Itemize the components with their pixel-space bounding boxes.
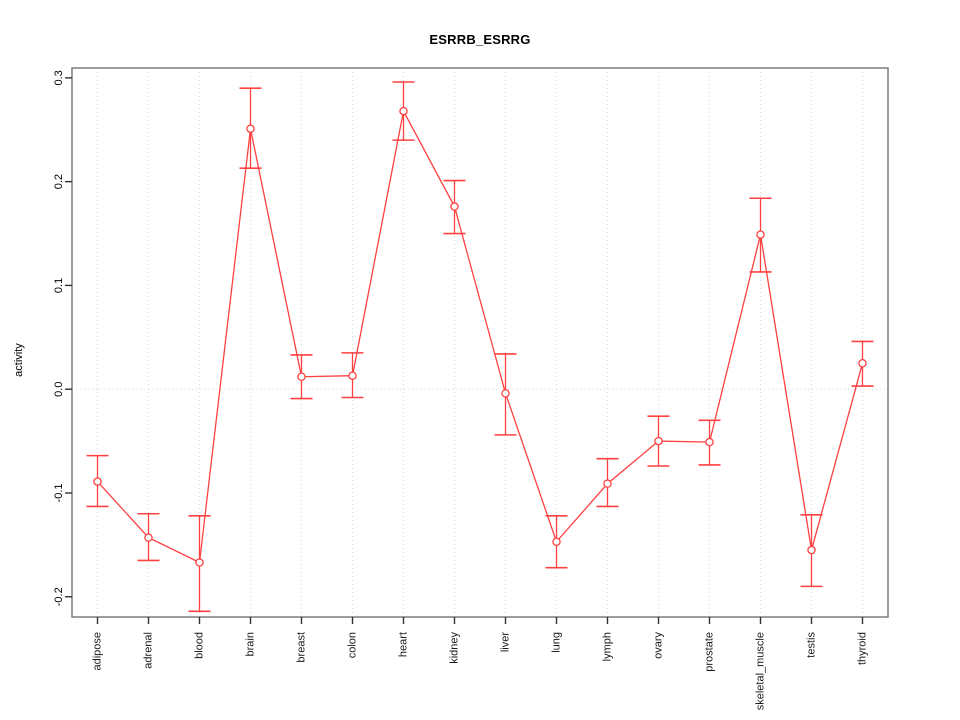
x-axis-tick-label: heart bbox=[398, 632, 410, 657]
data-point-group bbox=[698, 419, 721, 466]
data-series bbox=[86, 81, 874, 613]
x-axis-tick-label: lymph bbox=[602, 632, 614, 661]
data-point-marker bbox=[501, 389, 510, 398]
y-axis-tick-label: 0.1 bbox=[53, 278, 65, 293]
data-point-group bbox=[647, 415, 670, 467]
y-axis-tick-label: 0.3 bbox=[53, 70, 65, 85]
x-axis-tick-label: prostate bbox=[704, 632, 716, 672]
data-point-group bbox=[290, 354, 313, 400]
x-axis-tick-label: blood bbox=[194, 632, 206, 659]
data-point-marker bbox=[93, 477, 102, 486]
y-axis-tick-label: 0.0 bbox=[53, 382, 65, 397]
data-point-group bbox=[137, 512, 160, 562]
plot-frame bbox=[71, 67, 889, 618]
x-axis-tick-label: brain bbox=[245, 632, 257, 656]
series-line bbox=[97, 109, 864, 564]
data-point-group bbox=[749, 197, 772, 273]
x-axis-tick-label: thyroid bbox=[857, 632, 869, 665]
data-point-marker bbox=[399, 106, 408, 116]
x-axis-tick-label: breast bbox=[296, 632, 308, 663]
data-point-marker bbox=[297, 372, 306, 381]
plot-box bbox=[71, 67, 889, 618]
data-point-group bbox=[800, 513, 823, 588]
y-axis: -0.2 -0.1 0.0 0.1 0.2 0.3 bbox=[53, 70, 72, 606]
y-axis-tick-label: 0.2 bbox=[53, 174, 65, 189]
data-point-group bbox=[392, 81, 415, 141]
data-point-group bbox=[494, 353, 517, 436]
data-point-marker bbox=[654, 436, 663, 446]
gridlines bbox=[97, 68, 863, 617]
data-point-group bbox=[239, 87, 262, 169]
data-point-marker bbox=[246, 124, 255, 133]
x-axis-tick-label: testis bbox=[806, 632, 818, 658]
x-axis-tick-label: liver bbox=[500, 632, 512, 653]
data-point-marker bbox=[552, 537, 561, 547]
data-point-group bbox=[443, 179, 466, 235]
data-point-group bbox=[596, 457, 619, 508]
x-axis-tick-label: lung bbox=[551, 632, 563, 653]
x-axis-tick-label: ovary bbox=[653, 632, 665, 659]
data-point-group bbox=[188, 515, 211, 613]
data-point-group bbox=[851, 340, 874, 387]
data-point-marker bbox=[144, 533, 153, 542]
data-point-group bbox=[86, 454, 109, 508]
data-point-group bbox=[341, 352, 364, 399]
data-point-marker bbox=[858, 359, 867, 368]
x-axis-tick-label: kidney bbox=[449, 632, 461, 664]
x-axis-tick-label: skeletal_muscle bbox=[755, 632, 767, 710]
y-axis-tick-label: -0.2 bbox=[53, 587, 65, 606]
data-point-marker bbox=[603, 479, 612, 488]
data-point-marker bbox=[807, 545, 816, 555]
x-axis: adipose adrenal blood brain breast colon heart… bbox=[92, 617, 869, 710]
data-point-marker bbox=[348, 371, 357, 380]
data-point-marker bbox=[450, 202, 459, 211]
x-axis-tick-label: adrenal bbox=[143, 632, 155, 669]
x-axis-tick-label: adipose bbox=[92, 632, 104, 671]
chart-title: ESRRB_ESRRG bbox=[429, 32, 531, 47]
data-point-marker bbox=[756, 230, 765, 239]
data-point-group bbox=[545, 515, 568, 569]
data-point-marker bbox=[195, 558, 204, 567]
y-axis-tick-label: -0.1 bbox=[53, 483, 65, 502]
x-axis-tick-label: colon bbox=[347, 632, 359, 658]
data-point-marker bbox=[705, 437, 714, 447]
